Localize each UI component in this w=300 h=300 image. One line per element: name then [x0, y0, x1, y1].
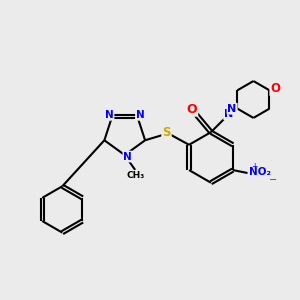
Text: NO₂: NO₂: [249, 167, 271, 177]
Text: N: N: [105, 110, 114, 120]
Text: CH₃: CH₃: [127, 171, 145, 180]
Text: N: N: [136, 110, 145, 120]
Text: N: N: [227, 104, 237, 114]
Text: O: O: [187, 103, 197, 116]
Text: +: +: [251, 162, 258, 171]
Text: O: O: [270, 82, 280, 95]
Text: N: N: [224, 109, 233, 119]
Text: −: −: [269, 175, 278, 184]
Text: S: S: [162, 126, 171, 139]
Text: N: N: [123, 152, 132, 161]
